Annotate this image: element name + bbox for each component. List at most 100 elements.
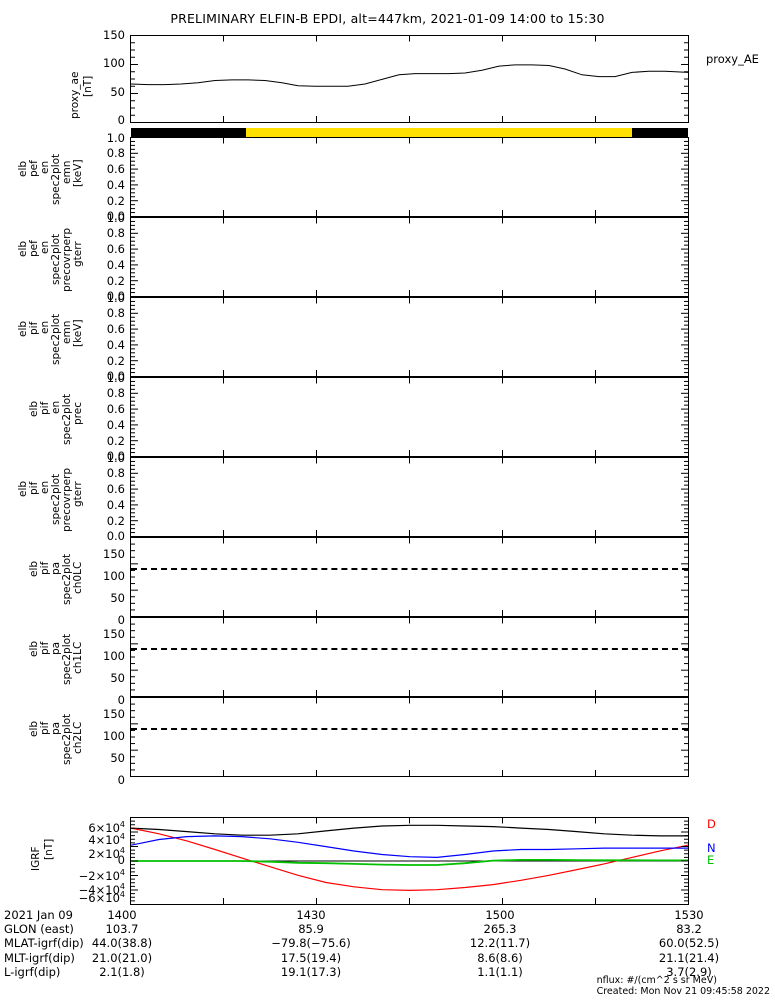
- ytick-exponent: 4: [119, 820, 125, 830]
- ytick-label: 150: [103, 707, 125, 721]
- ytick-mantissa: 0: [117, 853, 125, 867]
- axis-title-word: pa: [50, 721, 62, 735]
- axis-annotation-cell: 12.2(11.7): [469, 936, 531, 951]
- igrf-total-trace: [131, 824, 688, 837]
- axis-title-word: elb: [17, 480, 29, 497]
- axis-annotation-row: 2021 Jan 09 1400 1430 1500 1530: [4, 908, 734, 922]
- axis-title-word: spec2plot: [61, 713, 73, 765]
- ytick-label: 0.8: [106, 226, 125, 240]
- ytick-label: 50: [110, 591, 125, 605]
- ytick-label: 0: [117, 773, 125, 787]
- axis-title-word: pif: [39, 561, 51, 575]
- panel-igrf: Mon Nov 21 09:45:58 2022: [130, 817, 689, 905]
- axis-annotation-cell: 44.0(38.8): [91, 936, 153, 951]
- footer-note: nflux: #/(cm^2 s sr MeV) Created: Mon No…: [597, 975, 770, 997]
- axis-annotation-row: MLT-igrf(dip) 21.0(21.0) 17.5(19.4) 8.6(8.6…: [4, 951, 734, 965]
- ytick-label: 0.0: [106, 449, 125, 463]
- ytick-mantissa: 4×10: [88, 833, 120, 847]
- axis-title-word: pif: [39, 401, 51, 415]
- coverage-segment-1: [245, 128, 633, 137]
- series-label-igrf-n: N: [707, 841, 716, 855]
- data-coverage-bar: [131, 128, 688, 137]
- ytick-label: 0.0: [106, 369, 125, 383]
- ytick-label-proxy-ae-150: 150: [103, 28, 125, 42]
- ytick-mantissa: −4×10: [78, 883, 120, 897]
- axis-title-word: [keV]: [72, 159, 84, 187]
- axis-annotation-row-label: MLT-igrf(dip): [4, 950, 75, 965]
- axis-annotation-row: MLAT-igrf(dip) 44.0(38.8) −79.8(−75.6) 12.2…: [4, 936, 734, 950]
- ytick-label: 0.8: [106, 306, 125, 320]
- footer-created: Created: Mon Nov 21 09:45:58 2022: [596, 986, 770, 997]
- axis-title-word: prec: [72, 402, 84, 425]
- page-title: PRELIMINARY ELFIN-B EPDI, alt=447km, 202…: [170, 11, 605, 26]
- axis-annotation-cell: 1430: [296, 908, 326, 922]
- ytick-label: 0.8: [106, 146, 125, 160]
- ytick-label: 0.0: [106, 289, 125, 303]
- axis-annotation-cell: 17.5(19.4): [280, 950, 342, 965]
- axis-title-word: en: [50, 400, 62, 414]
- ytick-label: 0: [117, 693, 125, 707]
- axis-annotation-cell: 103.7: [105, 922, 139, 937]
- igrf-d-trace: [131, 827, 688, 892]
- loss-cone-line: [131, 648, 688, 650]
- axis-annotation-cell: 3.7(2.9): [666, 964, 712, 979]
- series-label-igrf-d: D: [707, 817, 716, 831]
- ytick-label: 0.4: [106, 258, 125, 272]
- ytick-label: 1.0: [106, 371, 125, 385]
- footer-units: nflux: #/(cm^2 s sr MeV): [596, 975, 717, 986]
- ytick-mantissa: −2×10: [78, 869, 120, 883]
- ytick-label-igrf-0: 0: [62, 853, 125, 867]
- loss-cone-line: [131, 728, 688, 730]
- axis-title-word: pif: [28, 321, 40, 335]
- ytick-exponent: 4: [119, 832, 125, 842]
- axis-title-word: en: [39, 480, 51, 494]
- axis-title-word: ch2LC: [72, 721, 84, 754]
- ytick-label: 0.6: [106, 402, 125, 416]
- ytick-label: 0.4: [106, 418, 125, 432]
- ytick-label: 0: [117, 613, 125, 627]
- axis-title-word: gterr: [72, 241, 84, 267]
- axis-title-word: spec2plot: [61, 633, 73, 685]
- ytick-label: 150: [103, 547, 125, 561]
- axis-title-word: elb: [17, 320, 29, 337]
- axis-annotation-cell: 1530: [674, 908, 704, 922]
- ytick-label: 0.6: [106, 162, 125, 176]
- axis-title-word: elb: [17, 240, 29, 257]
- igrf-traces: [131, 824, 688, 892]
- panel-pef-en-precovrperp-gterr: [130, 217, 689, 297]
- proxy-ae-trace: [131, 64, 688, 87]
- ytick-label-proxy-ae-100: 100: [103, 56, 125, 70]
- axis-title-word: elb: [28, 640, 40, 657]
- ytick-label: 0.6: [106, 482, 125, 496]
- axis-annotation-table: 2021 Jan 09 1400 1430 1500 1530 GLON (east) 10…: [4, 908, 734, 979]
- axis-annotation-cell: 8.6(8.6): [477, 950, 523, 965]
- axis-annotation-row: GLON (east) 103.7 85.9 265.3 83.2: [4, 922, 734, 936]
- axis-annotation-cell: 21.0(21.0): [91, 950, 153, 965]
- ytick-label: 150: [103, 627, 125, 641]
- panel-pif-pa-ch0lc: [130, 537, 689, 617]
- axis-title-word: spec2plot: [50, 153, 62, 205]
- axis-annotation-row-label: L-igrf(dip): [4, 964, 61, 979]
- axis-title-word: pa: [50, 561, 62, 575]
- ytick-label: 0.2: [106, 194, 125, 208]
- axis-title-word: emn: [61, 160, 73, 184]
- ytick-label: 1.0: [106, 451, 125, 465]
- axis-annotation-cell: 85.9: [298, 922, 324, 937]
- axis-annotation-cell: 21.1(21.4): [658, 950, 720, 965]
- axis-title-word: proxy_ae: [69, 71, 81, 119]
- axis-title-word: elb: [17, 160, 29, 177]
- ytick-label: 1.0: [106, 211, 125, 225]
- ytick-label: 0.6: [106, 322, 125, 336]
- axis-title-word: spec2plot: [61, 553, 73, 605]
- ytick-label: 0.8: [106, 466, 125, 480]
- panel-pif-pa-ch1lc: [130, 617, 689, 697]
- ytick-label-igrf-20k: 2×104: [62, 847, 125, 861]
- ytick-label: 100: [103, 729, 125, 743]
- axis-title-word: spec2plot: [50, 473, 62, 525]
- ytick-mantissa: 6×10: [88, 821, 120, 835]
- coverage-segment-0: [131, 128, 246, 137]
- loss-cone-line: [131, 568, 688, 570]
- series-label-igrf-e: E: [707, 853, 715, 867]
- axis-annotation-row-label: MLAT-igrf(dip): [4, 936, 84, 951]
